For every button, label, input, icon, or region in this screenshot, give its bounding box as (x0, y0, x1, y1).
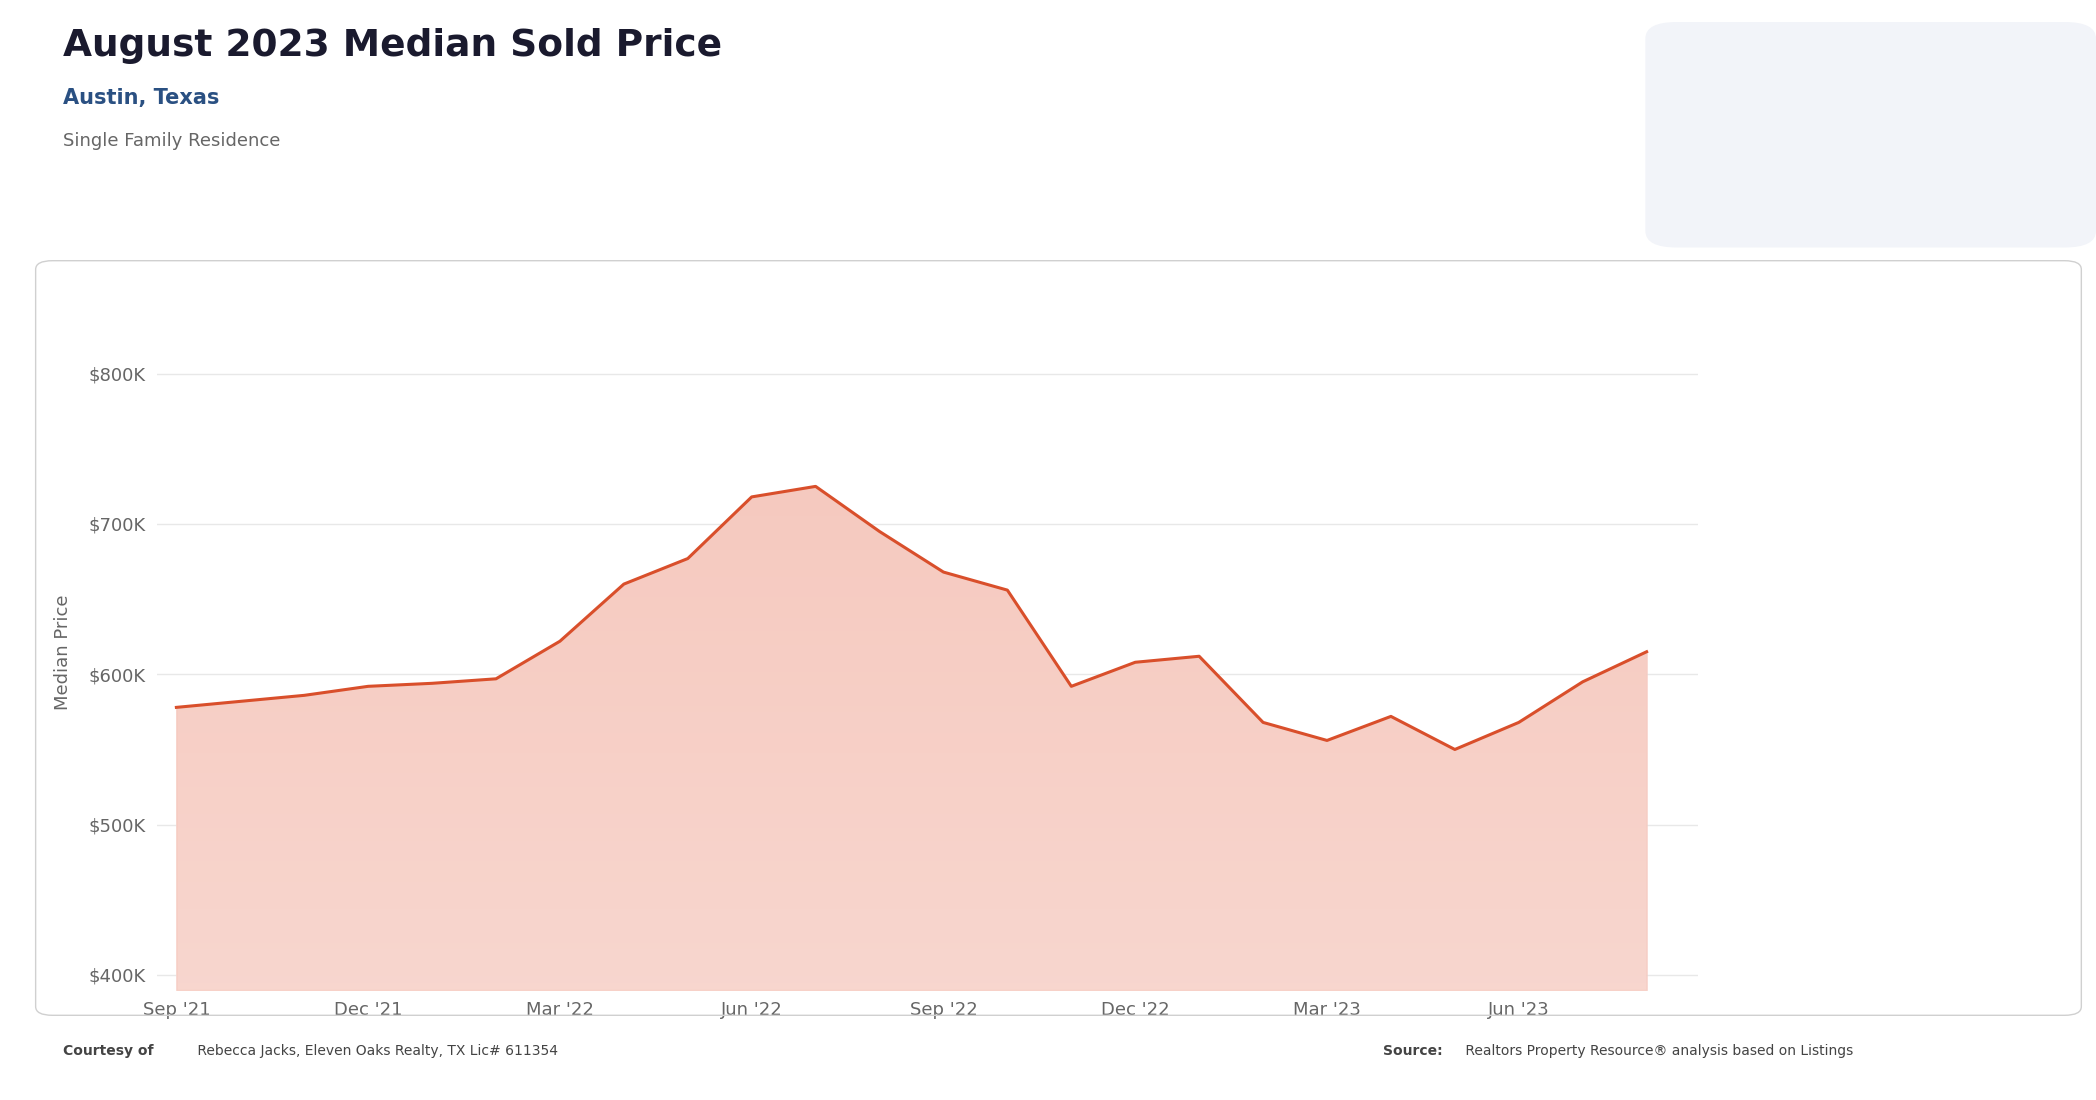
Text: Courtesy of: Courtesy of (63, 1044, 153, 1058)
Y-axis label: Median Price: Median Price (54, 594, 71, 710)
Text: $615,000: $615,000 (1708, 110, 1884, 143)
Circle shape (1702, 175, 1746, 216)
Text: Single Family Residence: Single Family Residence (63, 132, 281, 150)
Text: Austin, Texas: Austin, Texas (63, 88, 220, 108)
Text: Source:: Source: (1383, 1044, 1442, 1058)
Text: ↓: ↓ (1717, 188, 1731, 202)
Text: 0.3% Month over Month: 0.3% Month over Month (1767, 185, 1949, 200)
Text: Realtors Property Resource® analysis based on Listings: Realtors Property Resource® analysis bas… (1461, 1044, 1853, 1058)
Text: August 2023 Median Sold Price: August 2023 Median Sold Price (63, 28, 721, 64)
Text: Median Sold Price: Median Sold Price (1708, 60, 1872, 76)
Text: Rebecca Jacks, Eleven Oaks Realty, TX Lic# 611354: Rebecca Jacks, Eleven Oaks Realty, TX Li… (193, 1044, 558, 1058)
